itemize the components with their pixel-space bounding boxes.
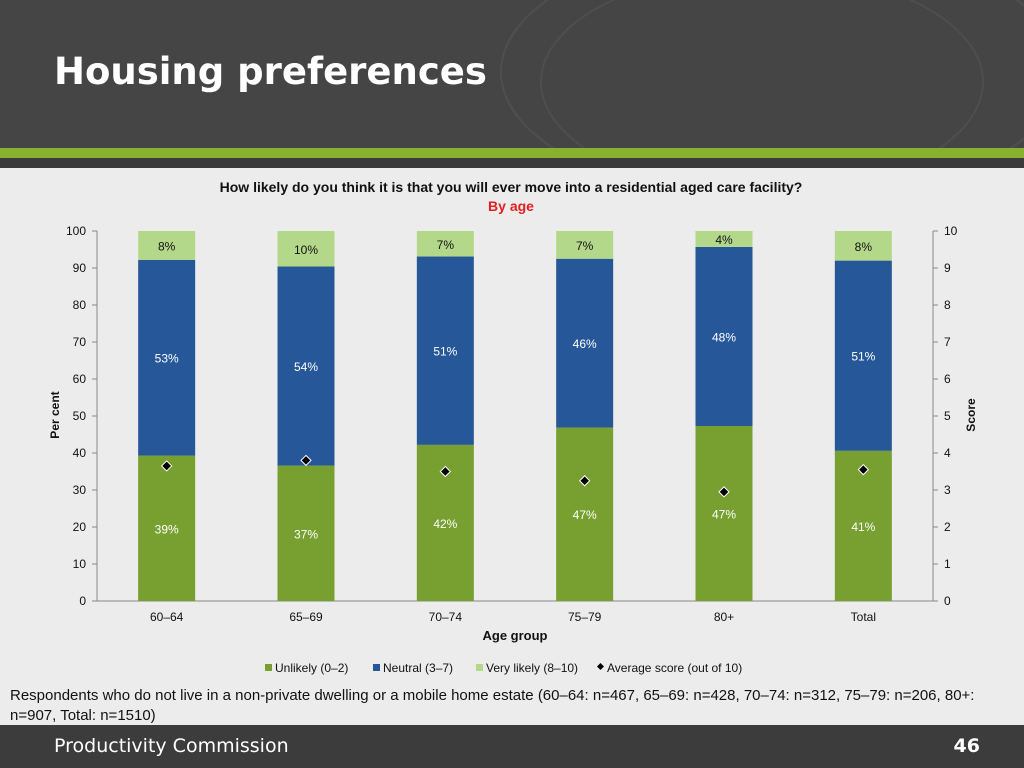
bar-unlikely bbox=[277, 465, 335, 601]
bar-very_likely bbox=[834, 231, 892, 261]
data-label-very_likely: 4% bbox=[715, 233, 733, 247]
average-score-marker bbox=[718, 486, 730, 498]
data-label-very_likely: 8% bbox=[158, 239, 176, 253]
data-label-neutral: 54% bbox=[294, 360, 318, 374]
footer-organisation: Productivity Commission bbox=[54, 735, 289, 757]
average-score-marker bbox=[300, 454, 312, 467]
y2-tick-label: 8 bbox=[944, 298, 951, 312]
y-tick-label: 10 bbox=[73, 557, 87, 571]
legend-swatch-neutral bbox=[373, 664, 380, 671]
bar-neutral bbox=[277, 266, 335, 466]
legend-label: Very likely (8–10) bbox=[486, 661, 578, 675]
bar-very_likely bbox=[416, 231, 474, 257]
average-score-marker bbox=[578, 475, 591, 487]
footnote: Respondents who do not live in a non-pri… bbox=[10, 687, 975, 724]
y-tick-label: 50 bbox=[73, 409, 87, 423]
bar-neutral bbox=[834, 260, 892, 451]
page-number: 46 bbox=[953, 735, 980, 757]
stacked-bar-chart: How likely do you think it is that you w… bbox=[48, 179, 978, 675]
x-tick-label: 60–64 bbox=[150, 610, 184, 624]
chart-legend: Unlikely (0–2) Neutral (3–7) Very likely (… bbox=[265, 661, 742, 675]
y2-tick-label: 1 bbox=[944, 557, 951, 571]
y-axis-label: Per cent bbox=[48, 391, 62, 438]
bar-neutral bbox=[556, 258, 614, 428]
x-axis-label: Age group bbox=[483, 628, 548, 643]
y2-tick-label: 2 bbox=[944, 520, 951, 534]
y2-tick-label: 10 bbox=[944, 224, 958, 238]
accent-band bbox=[0, 148, 1024, 158]
y-tick-label: 30 bbox=[73, 483, 87, 497]
y2-tick-label: 5 bbox=[944, 409, 951, 423]
bar-neutral bbox=[695, 246, 753, 426]
y2-axis-label: Score bbox=[964, 398, 978, 432]
bar-very_likely bbox=[695, 231, 753, 247]
y-tick-label: 70 bbox=[73, 335, 87, 349]
y2-tick-label: 7 bbox=[944, 335, 951, 349]
data-label-neutral: 48% bbox=[712, 330, 736, 344]
slide-footer: Productivity Commission 46 bbox=[0, 725, 1024, 768]
x-tick-label: Total bbox=[851, 610, 876, 624]
data-label-unlikely: 37% bbox=[294, 527, 318, 541]
x-tick-label: 75–79 bbox=[568, 610, 602, 624]
bar-very_likely bbox=[138, 231, 196, 260]
bar-neutral bbox=[138, 259, 196, 456]
y-tick-label: 20 bbox=[73, 520, 87, 534]
legend-label: Average score (out of 10) bbox=[607, 661, 742, 675]
y2-tick-label: 4 bbox=[944, 446, 951, 460]
decorative-swoosh bbox=[500, 0, 1024, 148]
bar-unlikely bbox=[556, 427, 614, 601]
data-label-very_likely: 10% bbox=[294, 243, 318, 257]
bar-neutral bbox=[416, 256, 474, 445]
data-label-unlikely: 39% bbox=[155, 522, 179, 536]
legend-swatch-average-score bbox=[597, 663, 604, 670]
y2-tick-label: 3 bbox=[944, 483, 951, 497]
legend-label: Unlikely (0–2) bbox=[275, 661, 348, 675]
chart-subtitle: By age bbox=[488, 198, 534, 214]
data-label-neutral: 53% bbox=[155, 352, 179, 366]
x-tick-label: 80+ bbox=[714, 610, 734, 624]
bar-unlikely bbox=[695, 425, 753, 601]
data-label-unlikely: 41% bbox=[851, 520, 875, 534]
x-tick-label: 70–74 bbox=[429, 610, 463, 624]
bar-unlikely bbox=[138, 455, 196, 601]
data-label-very_likely: 8% bbox=[855, 240, 873, 254]
data-label-very_likely: 7% bbox=[576, 239, 594, 253]
chart-title: How likely do you think it is that you w… bbox=[220, 179, 803, 195]
data-label-neutral: 51% bbox=[851, 350, 875, 364]
y2-tick-label: 6 bbox=[944, 372, 951, 386]
legend-swatch-very_likely bbox=[476, 664, 483, 671]
average-score-marker bbox=[857, 463, 870, 476]
bar-unlikely bbox=[834, 450, 892, 601]
slide-title: Housing preferences bbox=[54, 50, 487, 93]
slide-header: Housing preferences bbox=[0, 0, 1024, 148]
decorative-swoosh bbox=[540, 0, 984, 148]
y-tick-label: 0 bbox=[79, 594, 86, 608]
y-tick-label: 80 bbox=[73, 298, 87, 312]
y2-tick-label: 9 bbox=[944, 261, 951, 275]
legend-label: Neutral (3–7) bbox=[383, 661, 453, 675]
average-score-marker bbox=[160, 460, 173, 472]
average-score-marker bbox=[439, 465, 452, 478]
divider-band bbox=[0, 158, 1024, 168]
data-label-very_likely: 7% bbox=[437, 238, 455, 252]
y-tick-label: 40 bbox=[73, 446, 87, 460]
legend-swatch-unlikely bbox=[265, 664, 272, 671]
y-tick-label: 100 bbox=[66, 224, 86, 238]
bar-very_likely bbox=[277, 231, 335, 267]
data-label-unlikely: 47% bbox=[712, 507, 736, 521]
y2-tick-label: 0 bbox=[944, 594, 951, 608]
data-label-unlikely: 47% bbox=[573, 508, 597, 522]
y-tick-label: 60 bbox=[73, 372, 87, 386]
x-tick-label: 65–69 bbox=[289, 610, 323, 624]
data-label-neutral: 51% bbox=[433, 345, 457, 359]
data-label-unlikely: 42% bbox=[433, 517, 457, 531]
bar-very_likely bbox=[556, 231, 614, 259]
plot-area: 0 10 20 30 40 50 60 70 80 90 100 0 1 2 3 4 5 6 7 8 9 10 39% 53%… bbox=[66, 224, 958, 624]
y-tick-label: 90 bbox=[73, 261, 87, 275]
data-label-neutral: 46% bbox=[573, 337, 597, 351]
